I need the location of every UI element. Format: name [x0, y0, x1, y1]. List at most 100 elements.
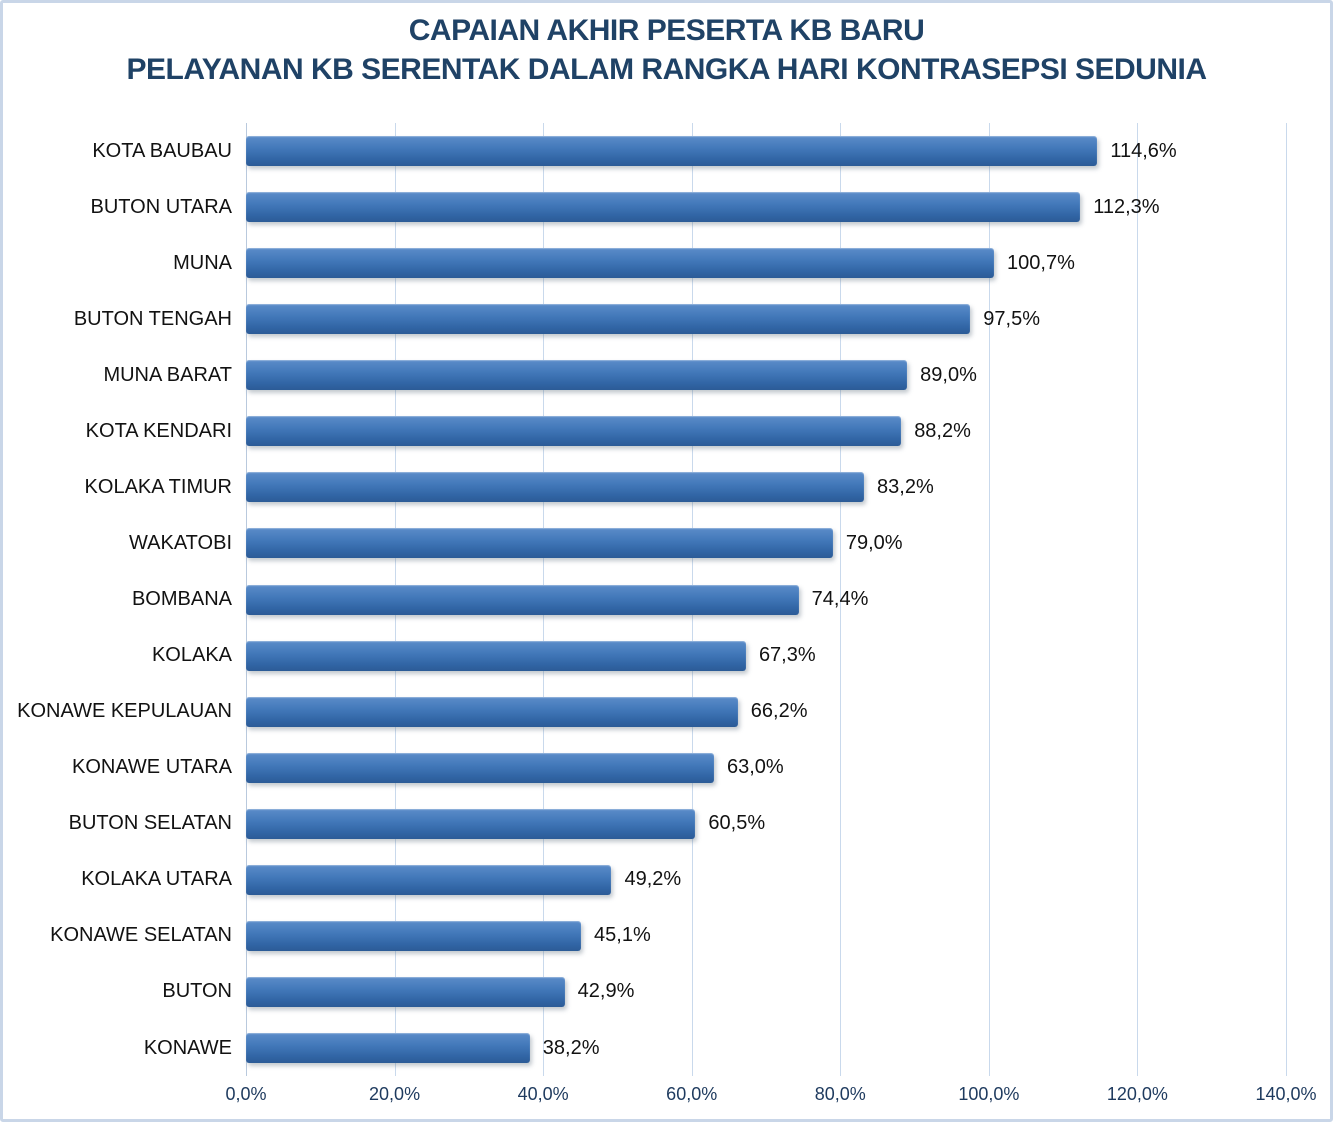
bar-track: 45,1%	[246, 908, 1286, 964]
bar-row: KOTA KENDARI 88,2%	[3, 403, 1333, 459]
bar-track: 66,2%	[246, 684, 1286, 740]
bar-row: BUTON UTARA 112,3%	[3, 179, 1333, 235]
bar-track: 89,0%	[246, 347, 1286, 403]
bar	[246, 136, 1098, 167]
bar-track: 67,3%	[246, 628, 1286, 684]
value-label: 38,2%	[542, 1036, 600, 1059]
category-label: KOTA KENDARI	[85, 419, 232, 442]
category-label: KOLAKA TIMUR	[84, 475, 232, 498]
x-tick-label: 60,0%	[666, 1084, 718, 1104]
bar	[246, 864, 612, 895]
bar-row: MUNA 100,7%	[3, 235, 1333, 291]
category-label: BUTON SELATAN	[68, 812, 232, 835]
bar-track: 112,3%	[246, 179, 1286, 235]
category-label: MUNA BARAT	[103, 363, 232, 386]
bar	[246, 192, 1081, 223]
gridline	[1286, 123, 1287, 1076]
bar-track: 38,2%	[246, 1020, 1286, 1076]
category-label: KONAWE SELATAN	[50, 924, 232, 947]
category-label: KONAWE	[143, 1036, 232, 1059]
bar	[246, 304, 971, 335]
bar-row: BUTON SELATAN 60,5%	[3, 796, 1333, 852]
bar-row: KONAWE UTARA 63,0%	[3, 740, 1333, 796]
bar	[246, 752, 714, 783]
bar-row: KOTA BAUBAU 114,6%	[3, 123, 1333, 179]
bar-row: WAKATOBI 79,0%	[3, 515, 1333, 571]
bar-row: KONAWE 38,2%	[3, 1020, 1333, 1076]
bar	[246, 416, 902, 447]
category-label: KONAWE KEPULAUAN	[17, 700, 232, 723]
value-label: 45,1%	[594, 924, 651, 947]
plot-area: KOTA BAUBAU 114,6% BUTON UTARA 112,3% MUNA 10…	[3, 123, 1333, 1076]
bar	[246, 696, 738, 727]
category-label: BUTON UTARA	[90, 195, 233, 218]
value-label: 114,6%	[1110, 139, 1177, 162]
x-tick-label: 80,0%	[814, 1084, 866, 1104]
bar-row: KONAWE SELATAN 45,1%	[3, 908, 1333, 964]
bar-row: KOLAKA UTARA 49,2%	[3, 852, 1333, 908]
value-label: 42,9%	[577, 980, 635, 1003]
x-axis: 0,0% 20,0% 40,0% 60,0% 80,0% 100,0% 120,0% 140,…	[225, 1084, 1316, 1112]
value-label: 66,2%	[750, 700, 808, 723]
chart-title-line2: PELAYANAN KB SERENTAK DALAM RANGKA HARI …	[126, 53, 1207, 86]
bar-track: 74,4%	[246, 572, 1286, 628]
category-label: KOLAKA	[151, 644, 232, 667]
bar	[246, 584, 799, 615]
bar	[246, 528, 833, 559]
category-label: KONAWE UTARA	[71, 756, 232, 779]
gridline	[840, 123, 842, 1076]
bar-track: 100,7%	[246, 235, 1286, 291]
bar-row: BUTON 42,9%	[3, 964, 1333, 1020]
bar-track: 63,0%	[246, 740, 1286, 796]
bar-track: 97,5%	[246, 291, 1286, 347]
x-tick-label: 40,0%	[517, 1084, 569, 1104]
chart-title: CAPAIAN AKHIR PESERTA KB BARU PELAYANAN …	[3, 11, 1330, 89]
category-label: BUTON TENGAH	[73, 307, 232, 330]
value-label: 100,7%	[1007, 251, 1075, 274]
bar-track: 60,5%	[246, 796, 1286, 852]
bar-row: MUNA BARAT 89,0%	[3, 347, 1333, 403]
bar-row: BUTON TENGAH 97,5%	[3, 291, 1333, 347]
bar	[246, 808, 696, 839]
x-tick-label: 20,0%	[369, 1084, 421, 1104]
value-label: 60,5%	[708, 812, 766, 835]
value-label: 79,0%	[845, 531, 903, 554]
bar-row: KONAWE KEPULAUAN 66,2%	[3, 684, 1333, 740]
category-label: BOMBANA	[131, 588, 232, 611]
bar	[246, 360, 908, 391]
value-label: 89,0%	[920, 363, 977, 386]
value-label: 83,2%	[877, 475, 934, 498]
x-tick-label: 140,0%	[1255, 1084, 1317, 1104]
gridline	[988, 123, 990, 1076]
value-label: 49,2%	[624, 868, 682, 891]
bar-track: 49,2%	[246, 852, 1286, 908]
category-label: BUTON	[162, 980, 232, 1003]
bar-track: 42,9%	[246, 964, 1286, 1020]
category-label: KOLAKA UTARA	[81, 868, 232, 891]
bar-track: 114,6%	[246, 123, 1286, 179]
bar-track: 88,2%	[246, 403, 1286, 459]
bar-track: 79,0%	[246, 515, 1286, 571]
bar	[246, 1033, 530, 1064]
gridline	[1137, 123, 1139, 1076]
bar	[246, 248, 995, 279]
value-label: 63,0%	[727, 756, 784, 779]
category-label: MUNA	[173, 251, 232, 274]
category-label: WAKATOBI	[129, 531, 232, 554]
bar	[246, 976, 565, 1007]
bar	[246, 472, 865, 503]
chart-title-line1: CAPAIAN AKHIR PESERTA KB BARU	[408, 14, 925, 47]
x-tick-label: 100,0%	[958, 1084, 1020, 1104]
x-tick-label: 0,0%	[225, 1084, 267, 1104]
bar-track: 83,2%	[246, 459, 1286, 515]
bar-row: KOLAKA TIMUR 83,2%	[3, 459, 1333, 515]
category-label: KOTA BAUBAU	[92, 139, 232, 162]
value-label: 88,2%	[914, 419, 971, 442]
value-label: 112,3%	[1093, 195, 1160, 218]
bar	[246, 920, 582, 951]
bar-row: BOMBANA 74,4%	[3, 572, 1333, 628]
value-label: 97,5%	[983, 307, 1040, 330]
x-tick-label: 120,0%	[1106, 1084, 1168, 1104]
bar-row: KOLAKA 67,3%	[3, 628, 1333, 684]
